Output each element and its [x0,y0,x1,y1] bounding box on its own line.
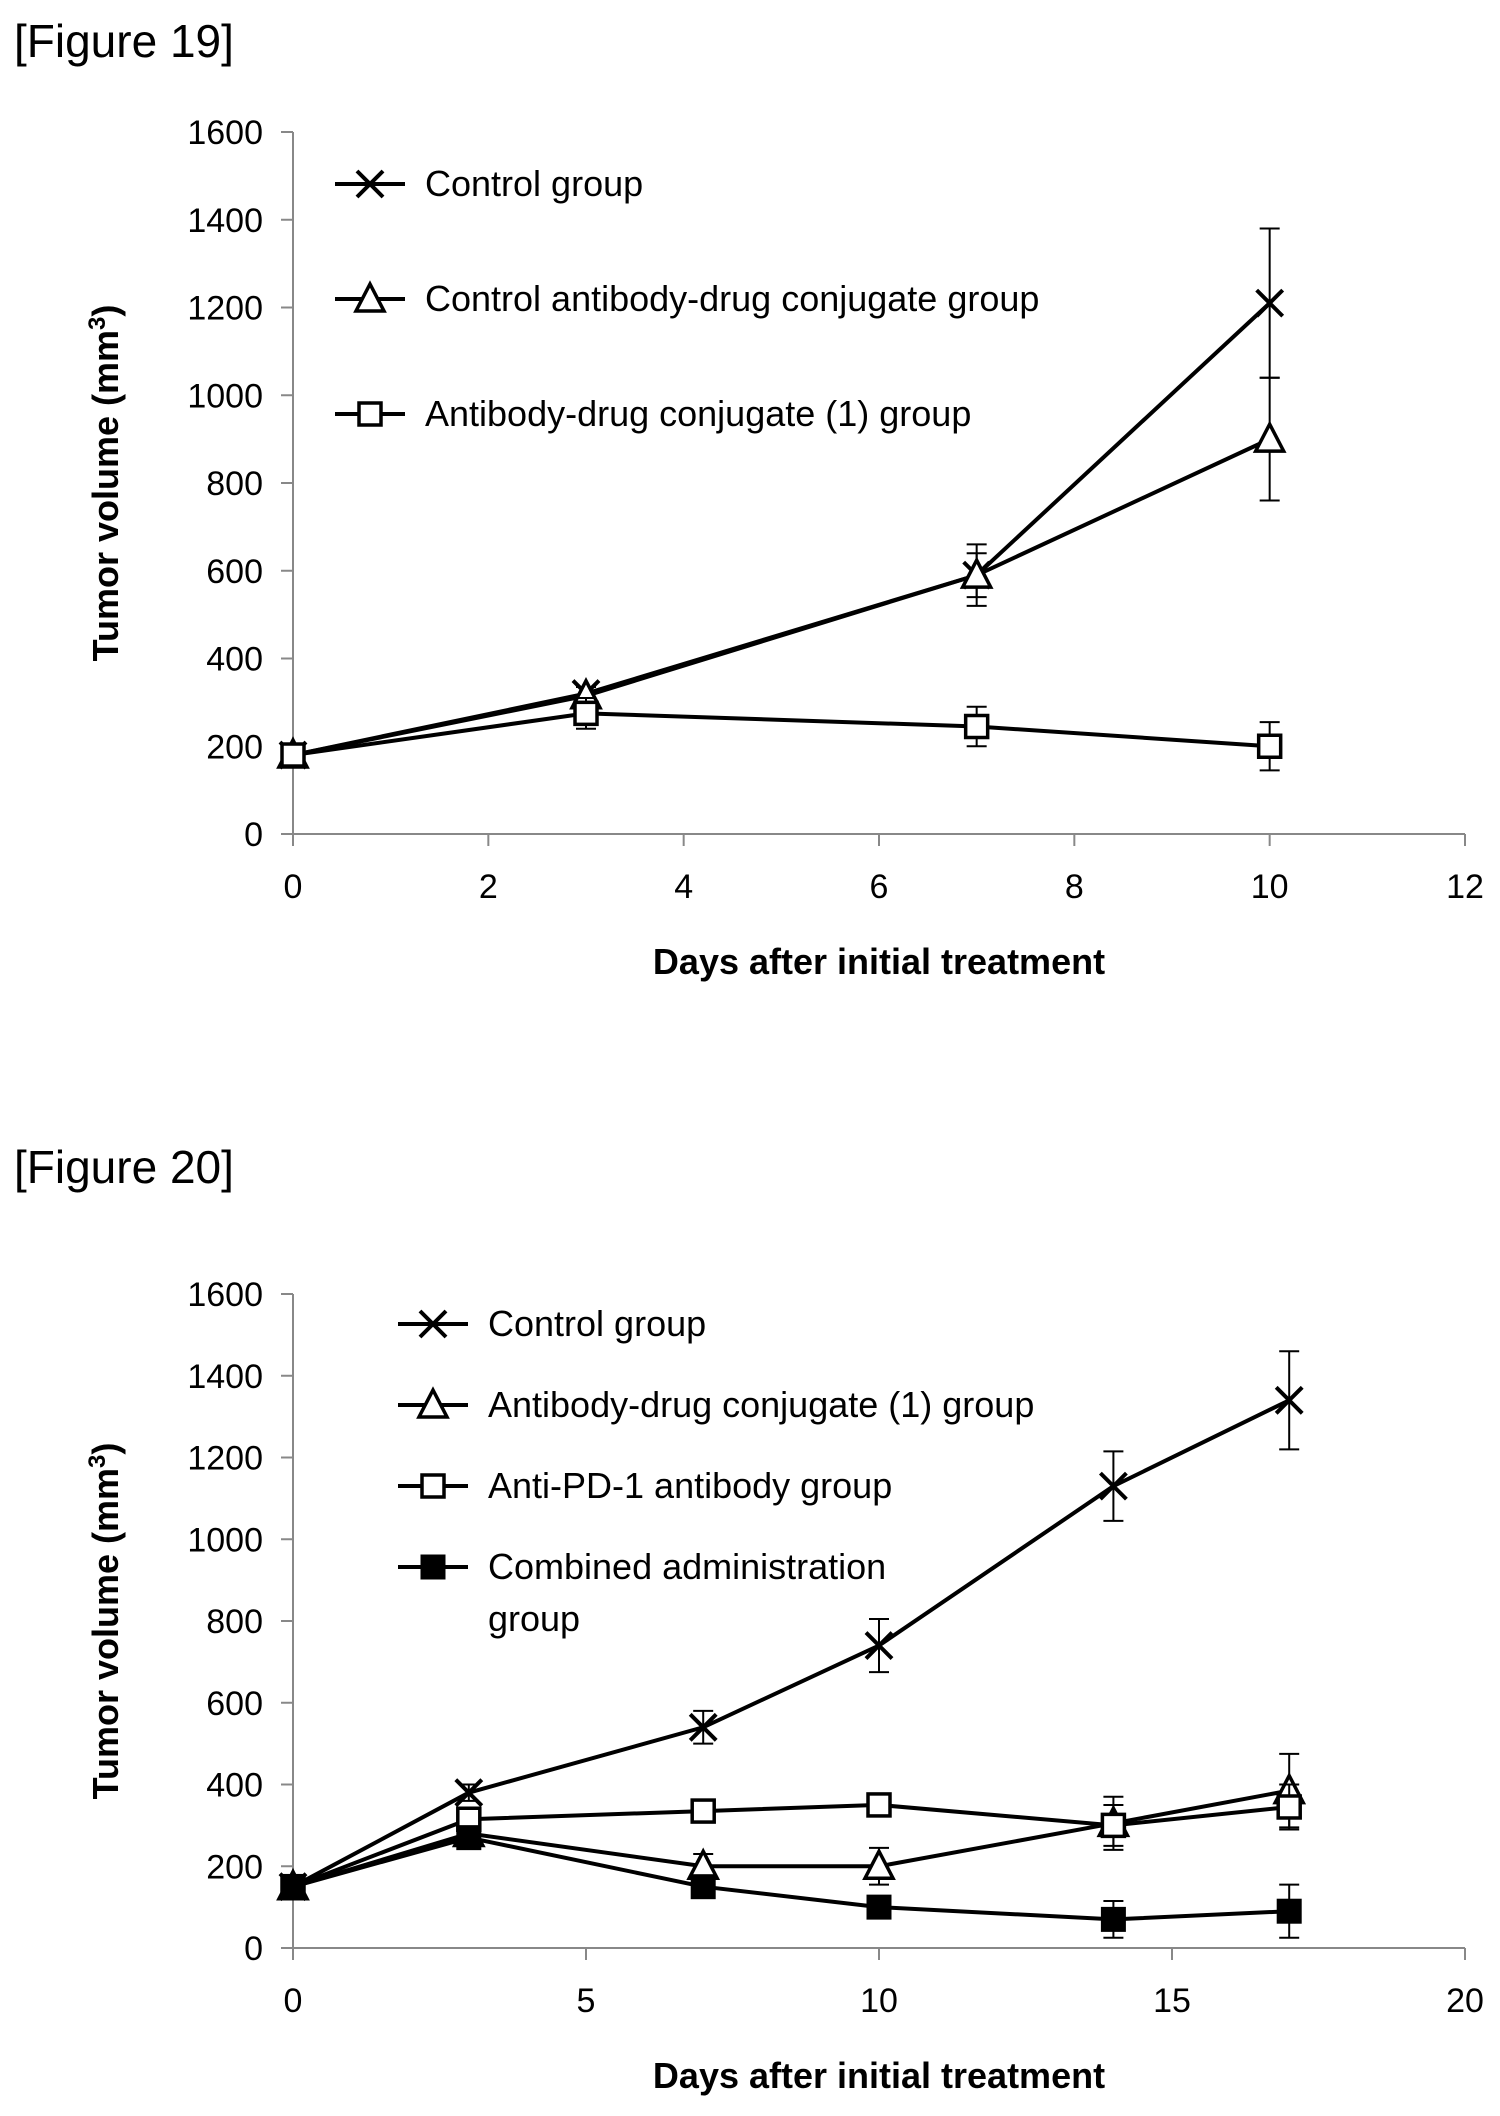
chart20-data-point [1100,1812,1127,1839]
chart20-x-tick-label: 0 [284,1982,303,2020]
chart19-y-tick-label: 0 [244,816,263,854]
chart19-x-tick-label: 12 [1446,868,1484,906]
chart19-x-tick-label: 2 [479,868,498,906]
chart20-data-point [690,1798,716,1824]
figure-20-label: [Figure 20] [14,1141,234,1193]
chart19-x-tick-label: 6 [870,868,889,906]
chart19-x-tick-label: 10 [1251,868,1289,906]
chart20-data-point [864,1631,894,1660]
chart20-series-1 [276,1752,1307,1901]
figure-20-chart: 0 200 400 600 800 1000 1200 1400 1600 0 5 10 15 20 Day… [84,1276,1484,2096]
chart19-x-tick-label: 8 [1065,868,1084,906]
chart20-data-point [1276,1898,1302,1924]
chart20-legend-label: Control group [488,1303,706,1344]
chart20-y-tick-label: 200 [206,1848,263,1886]
chart20-series-3 [280,1825,1302,1939]
chart20-y-tick-label: 800 [206,1603,263,1641]
chart19-x-axis-title: Days after initial treatment [653,941,1105,982]
chart19-legend-marker [357,401,383,427]
chart20-y-tick-label: 1400 [187,1358,263,1396]
chart20-y-tick-label: 0 [244,1930,263,1968]
chart19-legend-marker [355,169,385,199]
chart19-y-tick-label: 1200 [187,290,263,328]
chart20-legend-marker [416,1386,450,1419]
chart20-legend-marker [420,1473,446,1499]
chart20-legend-marker [420,1554,446,1580]
chart20-series-line-0 [292,1398,1291,1889]
chart20-x-axis-title: Days after initial treatment [653,2055,1105,2096]
chart19-series-line-0 [292,301,1272,757]
chart19-data-point [1255,288,1285,318]
chart19-x-tick-label: 4 [674,868,693,906]
chart20-data-point [1100,1906,1126,1932]
chart19-series-line-1 [292,437,1271,757]
chart19-series-1 [276,376,1287,769]
chart20-data-point [866,1792,892,1818]
chart19-y-tick-label: 400 [206,641,263,679]
chart20-data-point [862,1847,896,1880]
chart20-data-point [456,1825,482,1851]
chart19-data-point [1252,420,1287,453]
chart19-y-tick-label: 600 [206,553,263,591]
chart19-data-point [1256,733,1283,759]
chart19-legend-label: Control group [425,163,643,204]
chart19-legend-label: Antibody-drug conjugate (1) group [425,393,971,434]
chart20-data-point [454,1778,484,1808]
chart19-legend-marker [353,280,387,313]
chart20-series-line-3 [292,1835,1290,1922]
chart20-y-tick-label: 1000 [187,1521,263,1559]
chart19-series-2 [280,696,1283,772]
chart19-y-tick-label: 1600 [187,114,263,152]
chart20-data-point [1098,1471,1128,1501]
figure-19-chart: 0 200 400 600 800 1000 1200 1400 1600 0 2 4 6 8 10 12 Da… [84,114,1484,982]
chart20-legend-label: Combined administration group [488,1546,886,1639]
chart20-series-0 [278,1350,1304,1902]
chart20-y-axis-title: Tumor volume (mm3) [84,1443,127,1800]
chart20-x-tick-label: 20 [1446,1982,1484,2020]
chart19-data-point [573,700,599,727]
chart19-data-point [280,742,306,768]
chart20-y-tick-label: 1200 [187,1440,263,1478]
chart20-x-tick-label: 10 [860,1982,898,2020]
chart20-data-point [688,1712,718,1742]
chart20-data-point [280,1874,306,1900]
chart19-data-point [959,556,994,589]
chart20-legend-marker [418,1309,448,1339]
chart20-series-line-2 [292,1802,1290,1889]
chart20-x-tick-label: 15 [1153,1982,1191,2020]
chart19-legend-label: Control antibody-drug conjugate group [425,278,1039,319]
chart20-y-tick-label: 400 [206,1767,263,1805]
chart20-series-2 [280,1783,1302,1900]
chart20-x-tick-label: 5 [577,1982,596,2020]
chart19-y-axis-title: Tumor volume (mm3) [84,305,127,662]
chart20-data-point [690,1874,716,1900]
chart19-x-tick-label: 0 [284,868,303,906]
chart19-y-tick-label: 800 [206,465,263,503]
chart19-y-tick-label: 1400 [187,202,263,240]
figure-19-label: [Figure 19] [14,15,234,67]
chart20-data-point [866,1894,892,1920]
chart20-data-point [1274,1385,1304,1415]
chart19-y-tick-label: 200 [206,728,263,766]
chart20-data-point [1276,1794,1302,1820]
chart20-legend-label: Anti-PD-1 antibody group [488,1465,892,1506]
chart20-series-line-1 [292,1788,1290,1889]
chart20-y-tick-label: 1600 [187,1276,263,1314]
chart19-data-point [963,713,990,740]
chart20-y-tick-label: 600 [206,1685,263,1723]
chart19-series-line-2 [292,711,1270,758]
chart19-y-tick-label: 1000 [187,377,263,415]
chart20-legend-label: Antibody-drug conjugate (1) group [488,1384,1034,1425]
